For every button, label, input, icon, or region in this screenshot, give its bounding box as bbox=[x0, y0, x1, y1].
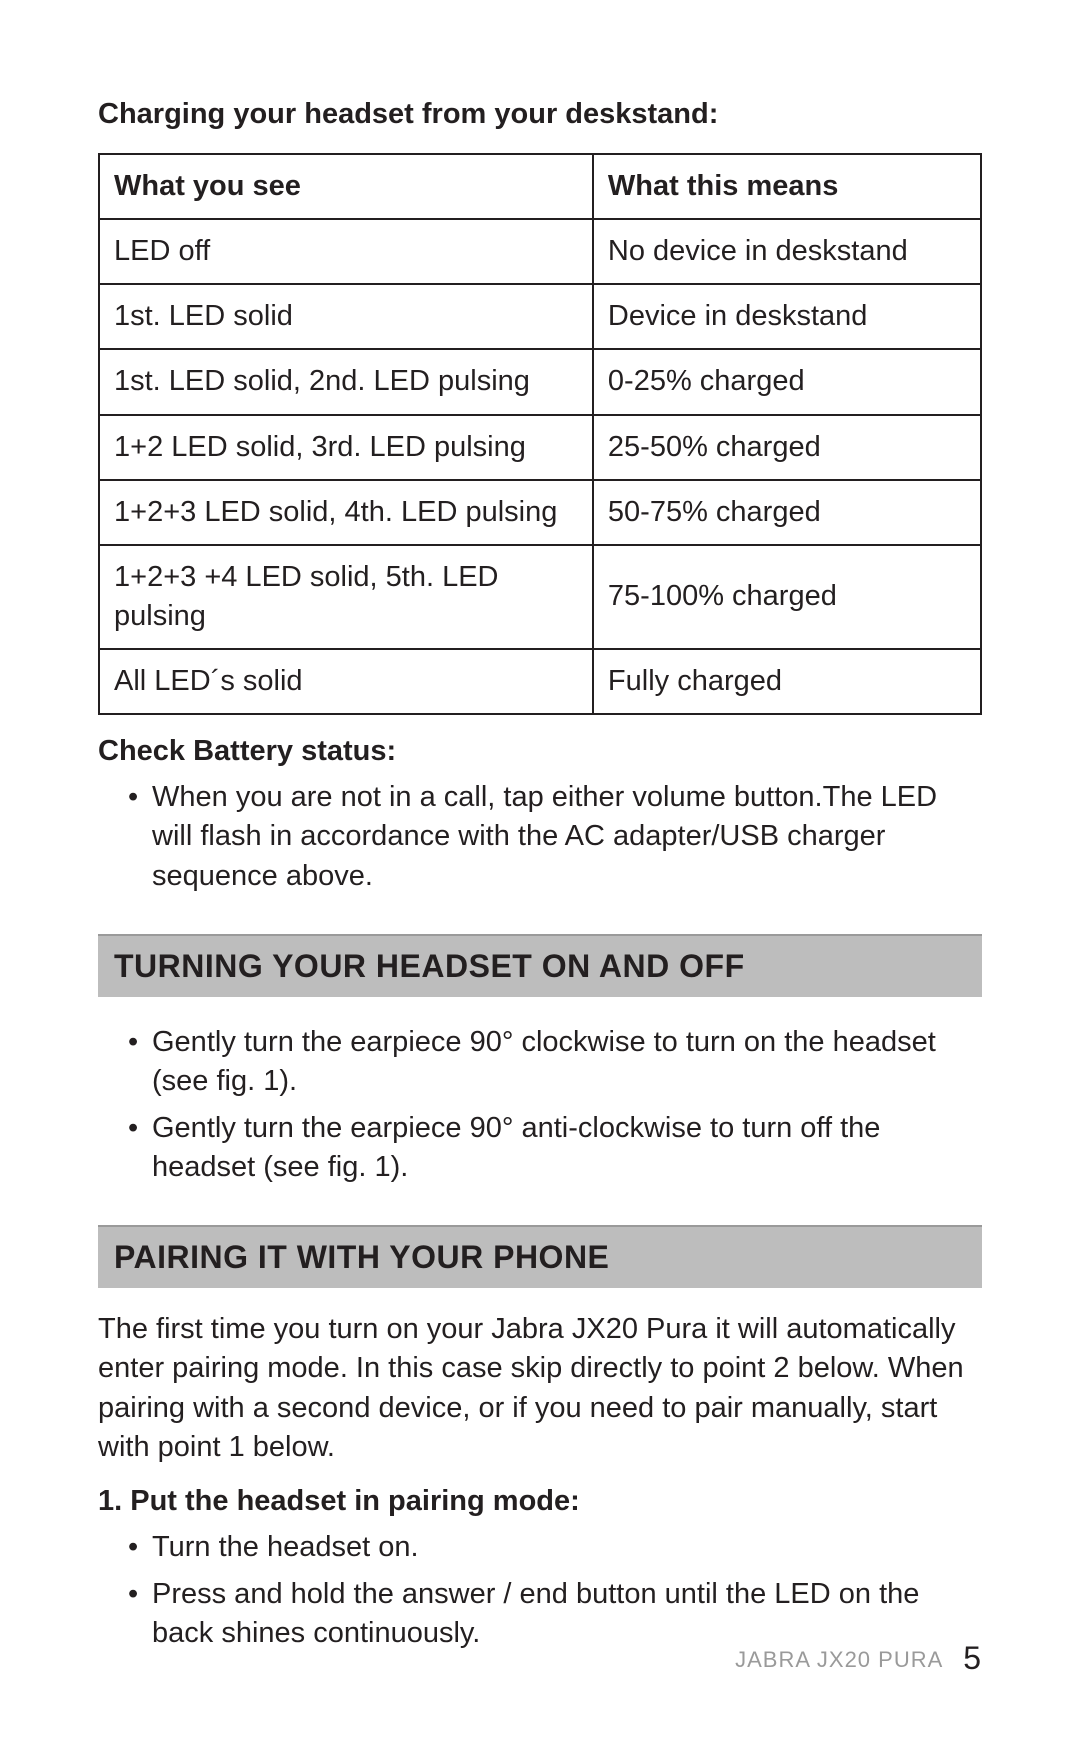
col-header-what-this-means: What this means bbox=[593, 154, 981, 219]
table-row: 1+2 LED solid, 3rd. LED pulsing25-50% ch… bbox=[99, 415, 981, 480]
footer-label: JABRA JX20 PURA bbox=[735, 1647, 942, 1672]
pairing-step1-list: Turn the headset on. Press and hold the … bbox=[98, 1524, 982, 1657]
section-bar-turning: Turning your headset on and off bbox=[98, 934, 982, 997]
table-row: All LED´s solidFully charged bbox=[99, 649, 981, 714]
table-row: 1st. LED solid, 2nd. LED pulsing0-25% ch… bbox=[99, 349, 981, 414]
table-row: 1+2+3 +4 LED solid, 5th. LED pulsing75-1… bbox=[99, 545, 981, 649]
list-item: Gently turn the earpiece 90° anti-clockw… bbox=[128, 1105, 982, 1191]
led-table: What you see What this means LED offNo d… bbox=[98, 153, 982, 715]
list-item: When you are not in a call, tap either v… bbox=[128, 774, 982, 899]
page-number: 5 bbox=[963, 1640, 982, 1676]
table-header-row: What you see What this means bbox=[99, 154, 981, 219]
table-row: LED offNo device in deskstand bbox=[99, 219, 981, 284]
pairing-intro: The first time you turn on your Jabra JX… bbox=[98, 1310, 982, 1467]
list-item: Turn the headset on. bbox=[128, 1524, 982, 1571]
col-header-what-you-see: What you see bbox=[99, 154, 593, 219]
battery-heading: Check Battery status: bbox=[98, 735, 982, 768]
section-bar-pairing: Pairing it with your phone bbox=[98, 1225, 982, 1288]
charging-heading: Charging your headset from your deskstan… bbox=[98, 98, 982, 131]
turning-list: Gently turn the earpiece 90° clockwise t… bbox=[98, 1019, 982, 1192]
manual-page: Charging your headset from your deskstan… bbox=[0, 0, 1080, 1737]
table-row: 1+2+3 LED solid, 4th. LED pulsing50-75% … bbox=[99, 480, 981, 545]
battery-list: When you are not in a call, tap either v… bbox=[98, 774, 982, 899]
pairing-step1-title: 1. Put the headset in pairing mode: bbox=[98, 1485, 982, 1518]
list-item: Gently turn the earpiece 90° clockwise t… bbox=[128, 1019, 982, 1105]
turning-heading: Turning your headset on and off bbox=[114, 948, 966, 985]
page-footer: JABRA JX20 PURA 5 bbox=[735, 1640, 982, 1677]
pairing-heading: Pairing it with your phone bbox=[114, 1239, 966, 1276]
table-row: 1st. LED solidDevice in deskstand bbox=[99, 284, 981, 349]
